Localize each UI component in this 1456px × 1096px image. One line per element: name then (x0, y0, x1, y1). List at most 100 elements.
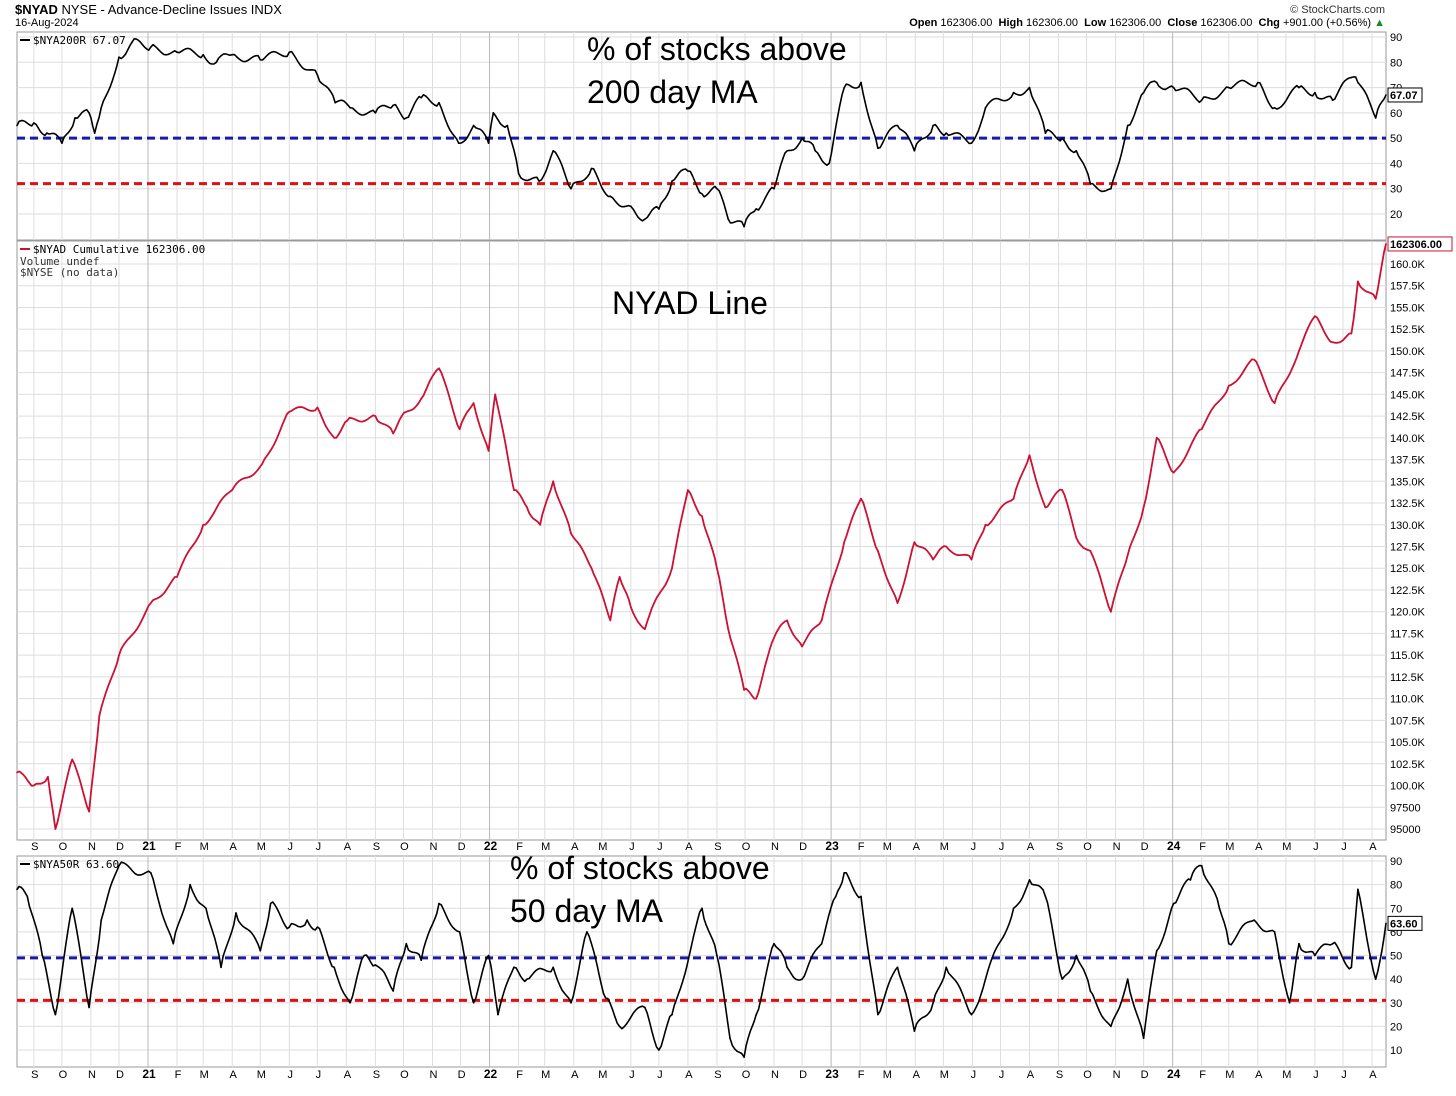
data-point (1273, 931, 1276, 933)
data-point (346, 419, 349, 422)
y-tick-label: 97500 (1390, 802, 1421, 814)
x-tick-label: M (200, 841, 209, 853)
data-point (609, 195, 612, 198)
data-point (513, 489, 515, 491)
data-point (33, 784, 35, 787)
data-point (716, 567, 718, 570)
y-tick-label: 110.0K (1390, 694, 1425, 706)
data-point (755, 697, 758, 700)
x-tick-label: N (1113, 1069, 1121, 1081)
x-tick-label: O (59, 841, 68, 853)
data-point (1350, 966, 1353, 969)
y-tick-label: 152.5K (1390, 324, 1426, 336)
x-tick-label: F (516, 1069, 523, 1081)
x-tick-label: D (1141, 841, 1149, 853)
chg-value: +901.00 (+0.56%) (1282, 17, 1372, 29)
data-point (801, 645, 803, 648)
x-tick-label: J (1313, 1069, 1319, 1081)
x-tick-label: F (175, 1069, 182, 1081)
x-tick-label: J (999, 841, 1005, 853)
x-tick-label: O (742, 1069, 751, 1081)
last-value-label: 162306.00 (1390, 239, 1442, 251)
data-point (1374, 297, 1377, 300)
data-point (877, 147, 879, 150)
x-tick-label: A (571, 841, 579, 853)
data-point (701, 907, 703, 910)
data-point (743, 1056, 745, 1058)
data-point (189, 883, 191, 886)
data-point (231, 489, 234, 491)
data-point (98, 715, 101, 717)
x-tick-label: 22 (484, 839, 498, 853)
x-tick-label: N (771, 841, 779, 853)
x-tick-label: O (400, 841, 409, 853)
data-point (150, 872, 152, 874)
data-point (1075, 149, 1078, 152)
data-point (743, 225, 745, 228)
x-tick-label: A (1255, 1069, 1263, 1081)
high-label: High (998, 17, 1023, 29)
data-point (33, 122, 35, 124)
x-tick-label: N (429, 841, 437, 853)
data-point (1298, 350, 1300, 352)
x-tick-label: F (858, 1069, 865, 1081)
data-point (420, 397, 423, 400)
x-tick-label: J (657, 1069, 663, 1081)
symbol: $NYAD (15, 2, 58, 17)
x-tick-label: S (373, 841, 380, 853)
data-point (1172, 902, 1175, 905)
x-tick-label: N (1113, 841, 1121, 853)
data-point (54, 1013, 57, 1016)
close-value: 162306.00 (1200, 17, 1253, 29)
data-point (316, 74, 319, 76)
data-point (93, 132, 96, 134)
low-value: 162306.00 (1109, 17, 1162, 29)
data-point (1331, 99, 1334, 102)
y-tick-label: 125.0K (1390, 563, 1426, 575)
x-tick-label: D (116, 841, 124, 853)
x-tick-label: M (598, 841, 607, 853)
x-tick-label: M (940, 841, 949, 853)
x-tick-label: A (230, 1069, 238, 1081)
data-point (1044, 132, 1047, 134)
x-tick-label: S (714, 1069, 721, 1081)
data-point (202, 53, 205, 56)
data-point (1126, 554, 1129, 556)
data-point (1142, 1037, 1145, 1039)
data-point (1075, 537, 1078, 539)
x-tick-label: S (1056, 841, 1063, 853)
data-point (1061, 489, 1064, 491)
last-value-box (1387, 87, 1423, 103)
data-point (658, 208, 660, 210)
data-point (1227, 384, 1230, 387)
data-point (945, 545, 947, 548)
data-point (1012, 907, 1015, 910)
x-tick-label: O (59, 1069, 68, 1081)
data-point (896, 124, 899, 127)
x-tick-label: N (88, 841, 96, 853)
data-point (984, 978, 987, 980)
y-tick-label: 90 (1390, 32, 1402, 44)
data-point (1200, 864, 1203, 867)
y-tick-label: 100.0K (1390, 781, 1426, 793)
y-tick-label: 147.5K (1390, 368, 1426, 380)
data-point (215, 61, 218, 64)
data-point (46, 132, 48, 134)
data-point (1044, 506, 1047, 509)
data-point (1357, 888, 1359, 891)
chart-date: 16-Aug-2024 (15, 17, 79, 29)
y-tick-label: 30 (1390, 184, 1402, 196)
data-point (755, 1013, 758, 1016)
x-tick-label: A (685, 1069, 693, 1081)
data-point (1218, 907, 1221, 910)
data-point (1385, 94, 1387, 96)
ohlc-bar: Open 162306.00 High 162306.00 Low 162306… (909, 17, 1385, 29)
x-tick-label: S (714, 841, 721, 853)
data-point (420, 959, 423, 962)
data-point (609, 619, 612, 622)
data-point (984, 523, 987, 526)
data-point (1227, 942, 1230, 945)
x-tick-label: 24 (1167, 1067, 1181, 1081)
x-tick-label: 23 (825, 839, 839, 853)
data-point (834, 895, 837, 898)
